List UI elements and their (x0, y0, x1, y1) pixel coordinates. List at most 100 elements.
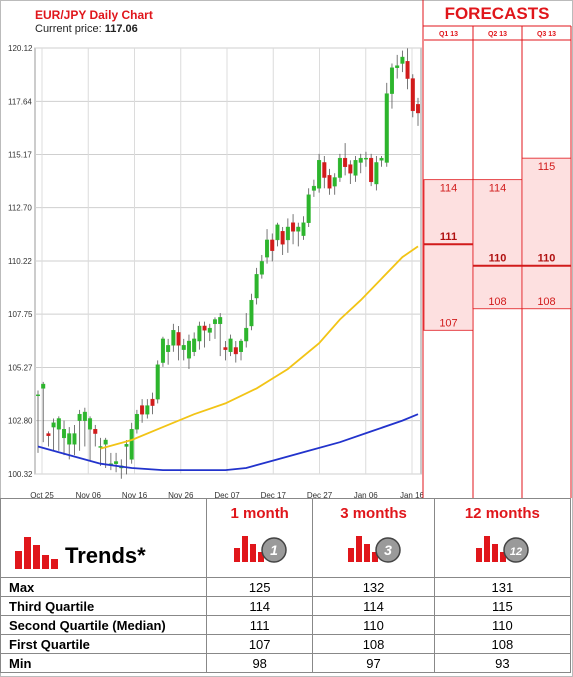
chart-grid (34, 47, 422, 475)
candle-body (311, 185, 316, 191)
icon-bar (249, 544, 256, 562)
x-tick-label: Nov 26 (168, 491, 194, 500)
candle-body (134, 413, 139, 430)
candle-body (145, 405, 150, 415)
forecast-band (423, 179, 474, 331)
candle-body (114, 461, 119, 464)
candle-body (56, 418, 61, 430)
candle-body (72, 433, 77, 445)
candle-body (103, 439, 108, 445)
y-tick-label: 120.12 (8, 44, 33, 53)
trends-cell: 108 (312, 634, 435, 654)
candle-body (160, 338, 165, 363)
trends-row: Third Quartile 114 114 115 (0, 596, 572, 616)
x-tick-label: Oct 25 (30, 491, 54, 500)
candle-body (82, 411, 87, 421)
candle-body (166, 345, 171, 352)
candle-body (379, 157, 384, 161)
x-axis-ticks: Oct 25 Nov 06 Nov 16 Nov 26 Dec 07 Dec 17 Dec … (30, 491, 424, 500)
trends-row: Max 125 132 131 (0, 577, 572, 597)
candle-body (239, 340, 244, 352)
candle-body (285, 226, 290, 241)
candle-body (270, 239, 275, 251)
period-bars-icon: 12 (476, 536, 530, 563)
candle-body (374, 162, 379, 185)
candle-body (77, 413, 82, 421)
candle-body (395, 65, 400, 68)
candle-body (327, 175, 332, 189)
candle-body (249, 299, 254, 327)
trends-cell: 125 (205, 577, 314, 597)
ma-long-line (37, 413, 419, 471)
x-tick-label: Jan 06 (354, 491, 379, 500)
trends-row-label: First Quartile (0, 634, 207, 654)
candle-body (265, 239, 270, 258)
icon-bar (476, 548, 483, 562)
candle-body (400, 56, 405, 64)
candle-body (124, 444, 129, 447)
y-tick-label: 107.75 (8, 310, 33, 319)
y-tick-label: 105.27 (8, 364, 33, 373)
y-tick-label: 112.70 (8, 204, 32, 213)
col-1-month: 1 month 1 (205, 498, 314, 578)
candle-body (317, 160, 322, 189)
col-3-months: 3 months 3 (312, 498, 435, 578)
trends-cell: 110 (312, 615, 435, 635)
forecast-lower-label: 107 (439, 317, 457, 329)
candle-body (218, 317, 223, 325)
period-bars-icon: 3 (347, 536, 401, 563)
candle-body (129, 429, 134, 460)
current-price-label: Current price: (35, 23, 102, 35)
candle-body (410, 78, 415, 112)
forecasts-title: FORECASTS (444, 4, 550, 23)
candle-body (150, 398, 155, 406)
clock-icon (374, 537, 401, 563)
candle-body (280, 231, 285, 245)
period-number: 1 (270, 542, 278, 558)
icon-bar (363, 544, 370, 562)
col-label: 1 month (230, 505, 289, 522)
candle-body (306, 194, 311, 223)
candle-body (296, 226, 301, 232)
price-chart: 120.12 117.64 115.17 112.70 110.22 107.75 105.… (8, 0, 572, 500)
candle-body (67, 433, 72, 445)
candle-body (46, 433, 51, 436)
candle-body (62, 429, 67, 439)
x-tick-label: Jan 16 (400, 491, 425, 500)
trends-title: Trends* (65, 543, 146, 568)
y-tick-label: 102.80 (8, 417, 33, 426)
trends-row: Min 98 97 93 (0, 653, 572, 673)
candle-body (384, 93, 389, 163)
candle-body (186, 340, 191, 359)
candles (36, 48, 421, 479)
period-number: 12 (510, 546, 522, 558)
candle-body (228, 338, 233, 352)
candle-body (405, 61, 410, 79)
candle-body (197, 325, 202, 342)
col-label: 3 months (340, 505, 407, 522)
candle-body (332, 177, 337, 187)
forecast-lower-label: 108 (537, 296, 555, 308)
candle-body (343, 157, 348, 167)
icon-bar (500, 552, 507, 562)
candle-body (88, 418, 93, 430)
period-bars-icon: 1 (233, 536, 287, 563)
chart-title: EUR/JPY Daily Chart (35, 8, 153, 22)
candle-body (353, 160, 358, 176)
x-tick-label: Dec 17 (261, 491, 287, 500)
trends-cell: 98 (205, 653, 314, 673)
trends-row: Second Quartile (Median) 111 110 110 (0, 615, 572, 635)
y-tick-label: 115.17 (8, 151, 32, 160)
candle-body (259, 261, 264, 275)
clock-icon (503, 537, 530, 563)
x-tick-label: Dec 27 (307, 491, 333, 500)
trends-header-cell: Trends* (0, 498, 207, 578)
trends-cell: 114 (312, 596, 435, 616)
col-12-months: 12 months 12 (433, 498, 572, 578)
x-tick-label: Dec 07 (214, 491, 240, 500)
trends-cell: 111 (205, 615, 314, 635)
candle-body (301, 222, 306, 236)
clock-icon (260, 537, 287, 563)
y-tick-label: 110.22 (8, 257, 32, 266)
candle-body (202, 325, 207, 331)
